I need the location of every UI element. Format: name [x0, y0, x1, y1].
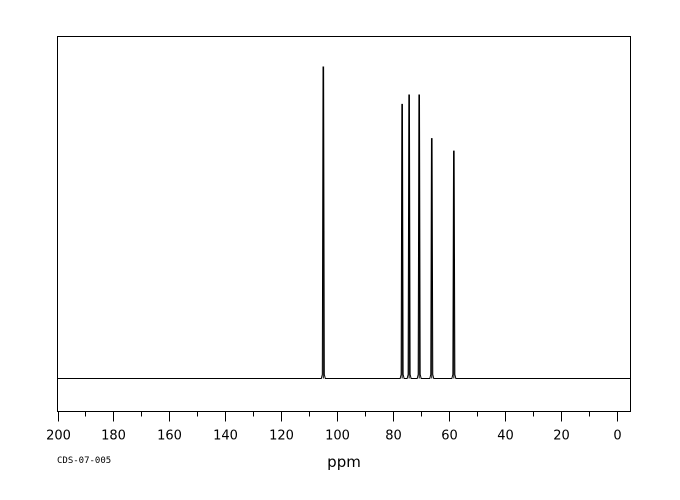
x-tick-label: 180 [101, 429, 126, 444]
x-tick-label: 160 [157, 429, 182, 444]
plot-frame [57, 36, 631, 412]
x-tick-label: 40 [497, 429, 514, 444]
x-tick-label: 20 [553, 429, 570, 444]
x-tick-label: 80 [385, 429, 402, 444]
x-axis-label: ppm [327, 453, 361, 471]
spectrum-trace [57, 66, 631, 379]
x-axis-tick-labels: 200 180 160 140 120 100 80 60 40 20 0 [46, 429, 622, 444]
x-tick-label: 200 [46, 429, 71, 444]
x-tick-label: 0 [613, 429, 621, 444]
x-tick-label: 100 [325, 429, 350, 444]
x-axis-ticks [58, 411, 618, 422]
x-tick-label: 140 [213, 429, 238, 444]
x-tick-label: 120 [269, 429, 294, 444]
spectrum-line [57, 66, 631, 379]
x-tick-label: 60 [441, 429, 458, 444]
spectrum-code-label: CDS-07-005 [57, 456, 112, 466]
